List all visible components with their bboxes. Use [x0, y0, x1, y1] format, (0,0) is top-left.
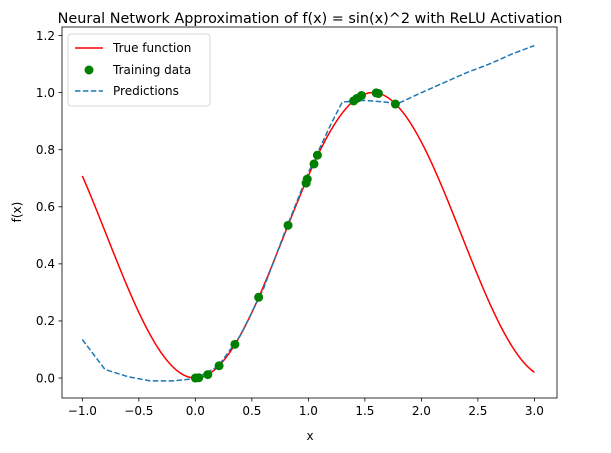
- training-data-point: [214, 361, 224, 371]
- training-data-point: [373, 88, 383, 98]
- x-tick-label: 0.0: [186, 404, 205, 418]
- x-tick-label: 2.5: [468, 404, 487, 418]
- legend: True function Training data Predictions: [67, 33, 211, 107]
- training-data-point: [302, 174, 312, 184]
- x-tick-label: 1.0: [299, 404, 318, 418]
- x-axis-label: x: [306, 429, 313, 443]
- legend-training-data-swatch: [84, 65, 94, 75]
- x-tick-label: −0.5: [124, 404, 153, 418]
- predictions-line: [81, 44, 535, 382]
- x-tick-label: 3.0: [525, 404, 544, 418]
- chart-title: Neural Network Approximation of f(x) = s…: [58, 11, 563, 27]
- training-data-point: [203, 370, 213, 380]
- training-data-point: [309, 159, 319, 169]
- training-data-point: [390, 99, 400, 109]
- y-tick-label: 1.0: [36, 86, 55, 100]
- legend-training-data-label: Training data: [112, 63, 191, 77]
- x-tick-label: −1.0: [68, 404, 97, 418]
- y-axis-label: f(x): [10, 202, 24, 223]
- training-data-point: [283, 220, 293, 230]
- legend-predictions-label: Predictions: [113, 84, 179, 98]
- y-tick-label: 0.2: [36, 314, 55, 328]
- training-data-point: [230, 339, 240, 349]
- axes-border: [61, 26, 558, 399]
- y-ticks: 0.0 0.2 0.4 0.6 0.8 1.0 1.2: [36, 29, 62, 385]
- legend-box: [67, 33, 211, 107]
- training-data-point: [312, 150, 322, 160]
- training-data-point: [254, 292, 264, 302]
- y-tick-label: 0.8: [36, 143, 55, 157]
- x-tick-label: 1.5: [355, 404, 374, 418]
- training-data-point: [356, 90, 366, 100]
- y-tick-label: 0.0: [36, 371, 55, 385]
- y-tick-label: 0.4: [36, 257, 55, 271]
- y-tick-label: 1.2: [36, 29, 55, 43]
- x-ticks: −1.0 −0.5 0.0 0.5 1.0 1.5 2.0 2.5 3.0: [68, 398, 544, 418]
- training-data-point: [194, 373, 204, 383]
- y-tick-label: 0.6: [36, 200, 55, 214]
- legend-true-function-label: True function: [112, 41, 191, 55]
- x-tick-label: 0.5: [242, 404, 261, 418]
- series-layer: [81, 44, 535, 383]
- x-tick-label: 2.0: [412, 404, 431, 418]
